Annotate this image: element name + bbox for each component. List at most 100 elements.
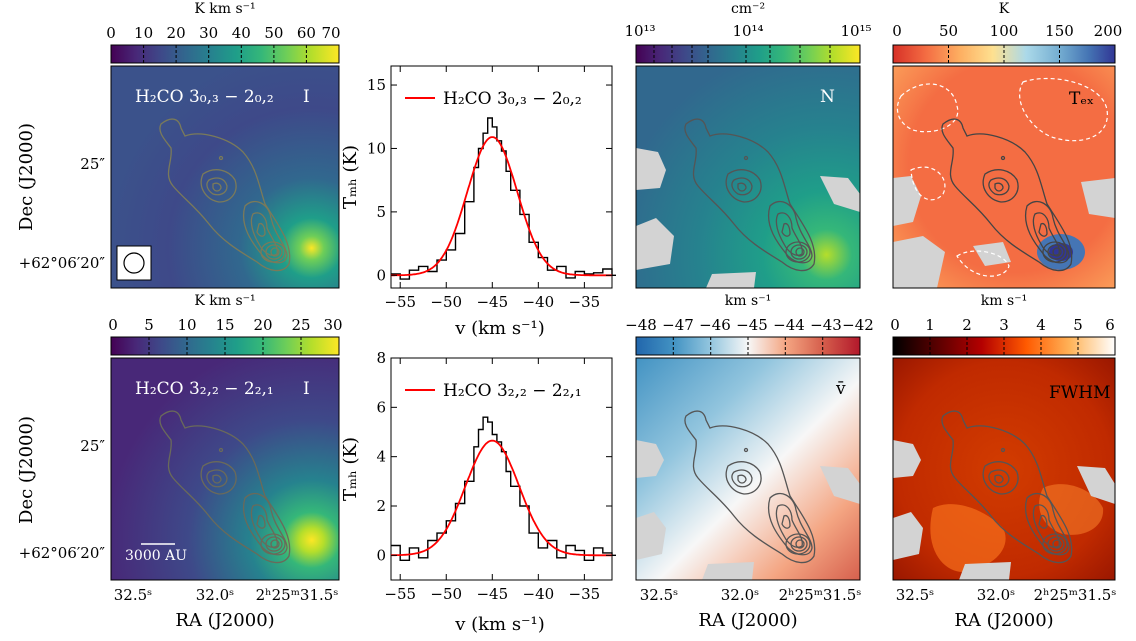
y-tick-label: 2 [376, 497, 386, 515]
map-panel-letter: I [303, 379, 310, 399]
spec-ylabel: Tₘₕ (K) [340, 145, 361, 209]
row1-int-colorbar [110, 44, 340, 64]
map-line-label: H₂CO 3₀,₃ − 2₀,₂ [135, 87, 274, 107]
y-tick-label: 10 [367, 139, 386, 157]
masked-region [636, 218, 674, 270]
y-tick-label: 0 [376, 546, 386, 564]
beam-ellipse-icon [123, 252, 145, 274]
cbar-tick: 25 [291, 316, 310, 334]
cbar-tick: 5 [144, 316, 154, 334]
cbar-tick: −46 [699, 316, 731, 334]
dec-tick: 25″ [80, 437, 105, 455]
row2-spectrum: −55 −50 −45 −40 −35 0 2 4 6 8 H₂CO 3₂,₂ − 2₂,₁ [376, 349, 616, 603]
row2-integrated-map: K km s⁻¹ 0 5 10 15 20 25 30 H₂CO 3₂,₂ − … [16, 293, 343, 581]
cbar-tick: 60 [297, 24, 316, 42]
cbar-tick: 10¹³ [624, 22, 655, 40]
cbar-tick: 2 [962, 316, 972, 334]
x-tick-label: −50 [430, 293, 462, 311]
cbar-tick: −47 [662, 316, 694, 334]
map-param-label: v̄ [835, 379, 846, 399]
x-tick-label: −35 [569, 293, 601, 311]
legend-label: H₂CO 3₂,₂ − 2₂,₁ [443, 381, 582, 401]
observed-spectrum-line [391, 416, 616, 561]
row1-excitation-temp-map: K 0 50 100 150 200 Tₑₓ [892, 1, 1122, 289]
gaussian-fit-line [391, 439, 612, 557]
masked-region [706, 272, 756, 288]
cbar-tick: 30 [323, 316, 342, 334]
y-tick-label: 15 [367, 76, 386, 94]
cbar-tick: 3 [999, 316, 1009, 334]
cbar-tick: 0 [108, 316, 118, 334]
ra-tick: 2ʰ25ᵐ31.5ˢ [779, 586, 862, 604]
map-param-label: N [820, 87, 835, 107]
map-param-label: FWHM [1049, 383, 1111, 403]
ra-tick: 32.5ˢ [114, 586, 152, 604]
row1-integrated-map: K km s⁻¹ 0 10 20 30 40 50 60 70 H₂CO 3₀,… [16, 1, 341, 289]
x-tick-label: −35 [569, 585, 601, 603]
masked-region [893, 176, 921, 226]
cbar-tick: −45 [736, 316, 768, 334]
cbar-tick: 0 [106, 24, 116, 42]
cbar-tick: 0 [892, 22, 902, 40]
row1-column-density-map: cm⁻² 10¹³ 10¹⁴ 10¹⁵ N [624, 1, 872, 289]
ra-tick: 2ʰ25ᵐ31.5ˢ [256, 586, 339, 604]
y-tick-label: 6 [376, 398, 386, 416]
cbar-tick: 4 [1036, 316, 1046, 334]
gaussian-fit-line [391, 136, 612, 277]
cbar-tick: 1 [925, 316, 935, 334]
dec-axis-label: Dec (J2000) [16, 416, 37, 524]
cbar-tick: 100 [990, 22, 1019, 40]
cbar-tick: 20 [167, 24, 186, 42]
row1-spectrum: −55 −50 −45 −40 −35 0 5 10 15 H₂CO 3₀,₃ − 2₀,₂ [367, 65, 616, 311]
y-tick-label: 5 [376, 203, 386, 221]
beam-box [116, 245, 152, 281]
cbar-tick: 50 [939, 22, 958, 40]
row2-velocity-map: km s⁻¹ −48 −47 −46 −45 −44 −43 −42 v̄ [625, 293, 874, 581]
cbar-tick: 50 [264, 24, 283, 42]
cbar-tick: 10 [134, 24, 153, 42]
row1-int-colorbar-unit: K km s⁻¹ [194, 1, 255, 17]
ra-tick: 2ʰ25ᵐ31.5ˢ [1034, 586, 1117, 604]
cbar-tick: −43 [810, 316, 842, 334]
map-line-label: H₂CO 3₂,₂ − 2₂,₁ [135, 379, 274, 399]
spec-ylabel: Tₘₕ (K) [340, 437, 361, 501]
x-tick-label: −55 [384, 293, 416, 311]
row2-fwhm-map: km s⁻¹ 0 1 2 3 4 5 6 FWHM [890, 293, 1116, 581]
dec-tick: +62°06′20″ [19, 544, 106, 562]
map-panel-letter: I [303, 87, 310, 107]
N-colorbar-unit: cm⁻² [731, 1, 765, 17]
cbar-tick: 5 [1073, 316, 1083, 334]
dec-axis-label: Dec (J2000) [16, 123, 37, 231]
y-tick-label: 4 [376, 448, 386, 466]
cbar-tick: 10¹⁵ [840, 22, 871, 40]
x-tick-label: −40 [523, 585, 555, 603]
fwhm-colorbar-unit: km s⁻¹ [981, 293, 1027, 309]
ra-tick: 32.0ˢ [721, 586, 759, 604]
N-colorbar [635, 44, 861, 64]
dec-tick: +62°06′20″ [19, 254, 106, 272]
tex-contours [896, 77, 1108, 277]
dec-tick: 25″ [80, 155, 105, 173]
x-tick-label: −50 [430, 585, 462, 603]
x-tick-label: −55 [384, 585, 416, 603]
ra-tick: 32.0ˢ [977, 586, 1015, 604]
cbar-tick: −44 [773, 316, 805, 334]
spec-xlabel: v (km s⁻¹) [454, 318, 545, 339]
row2-int-colorbar-unit: K km s⁻¹ [194, 293, 255, 309]
cbar-tick: 10 [177, 316, 196, 334]
y-tick-label: 8 [376, 349, 386, 367]
cbar-tick: −48 [625, 316, 657, 334]
masked-region [636, 148, 666, 190]
ra-tick: 32.5ˢ [640, 586, 678, 604]
legend-label: H₂CO 3₀,₃ − 2₀,₂ [443, 89, 582, 109]
cbar-tick: 0 [890, 316, 900, 334]
x-tick-label: −45 [476, 585, 508, 603]
x-tick-label: −45 [476, 293, 508, 311]
map-param-label: Tₑₓ [1069, 89, 1094, 109]
Tex-colorbar-unit: K [999, 1, 1010, 17]
map-image [111, 358, 339, 580]
cbar-tick: 20 [253, 316, 272, 334]
cbar-tick: 30 [199, 24, 218, 42]
ra-axis-label: RA (J2000) [698, 610, 797, 631]
